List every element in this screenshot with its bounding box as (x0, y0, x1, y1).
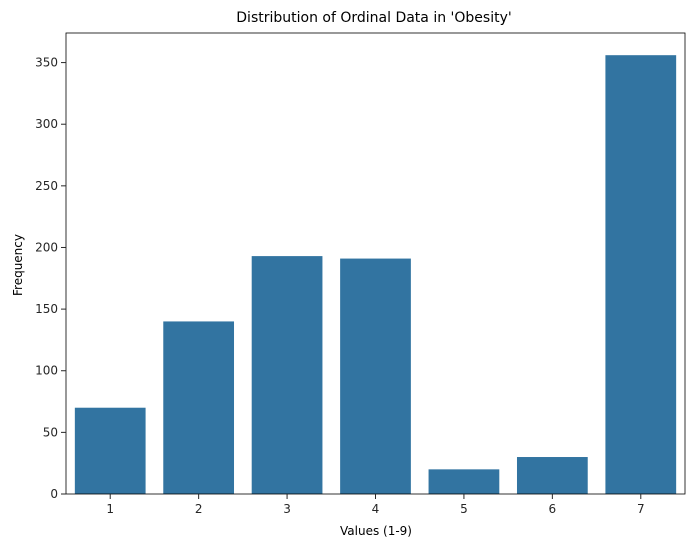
bar-7 (605, 55, 677, 494)
y-tick-label: 150 (35, 302, 58, 316)
y-axis-label: Frequency (11, 234, 25, 296)
bar-5 (428, 469, 500, 494)
y-tick-label: 100 (35, 364, 58, 378)
bar-3 (251, 256, 323, 494)
y-tick-label: 250 (35, 179, 58, 193)
bar-1 (74, 407, 146, 494)
x-axis: 1 2 3 4 5 6 7 (106, 494, 645, 516)
x-tick-label: 4 (372, 502, 380, 516)
x-axis-label: Values (1-9) (340, 524, 412, 538)
x-tick-label: 7 (637, 502, 645, 516)
chart-title: Distribution of Ordinal Data in 'Obesity… (236, 10, 511, 26)
y-tick-label: 350 (35, 56, 58, 70)
x-tick-label: 1 (106, 502, 114, 516)
y-tick-label: 50 (43, 425, 58, 439)
y-tick-label: 300 (35, 117, 58, 131)
x-tick-label: 3 (283, 502, 291, 516)
bar-4 (340, 258, 411, 494)
x-tick-label: 2 (195, 502, 203, 516)
plot-area (65, 32, 686, 495)
bar-6 (516, 457, 588, 494)
y-tick-label: 200 (35, 240, 58, 254)
y-tick-label: 0 (50, 487, 58, 501)
x-tick-label: 5 (460, 502, 468, 516)
bar-2 (163, 321, 235, 494)
x-tick-label: 6 (549, 502, 557, 516)
y-axis: 0 50 100 150 200 250 300 350 (35, 56, 66, 501)
